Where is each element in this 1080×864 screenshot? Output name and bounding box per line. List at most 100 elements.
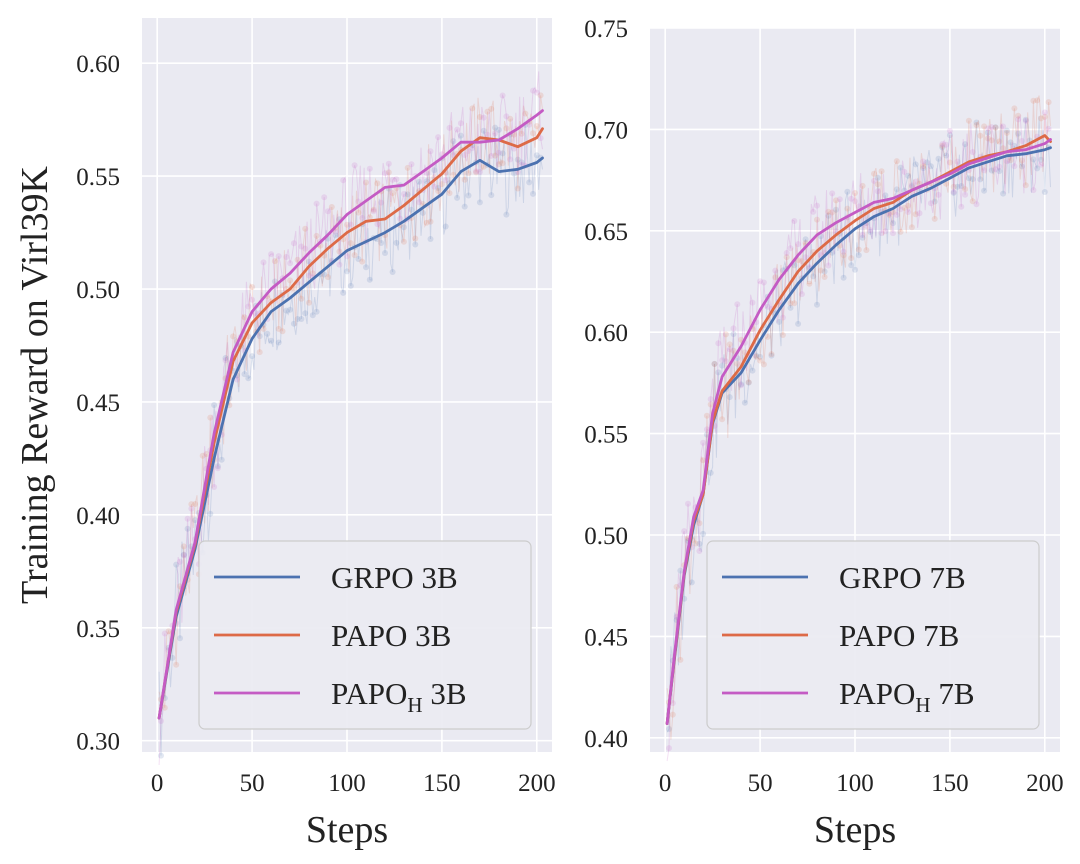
raw-data-point — [855, 252, 862, 259]
raw-data-point — [946, 159, 953, 166]
raw-data-point — [389, 269, 396, 275]
raw-data-point — [177, 558, 183, 565]
raw-data-point — [920, 165, 927, 172]
raw-data-point — [962, 191, 969, 198]
raw-data-point — [412, 241, 419, 248]
raw-data-point — [696, 540, 703, 547]
raw-data-point — [798, 258, 805, 265]
raw-data-point — [408, 206, 415, 213]
raw-data-point — [268, 251, 275, 258]
series-line — [157, 109, 544, 720]
raw-data-point — [996, 138, 1003, 145]
raw-data-point — [355, 256, 362, 262]
raw-data-point — [779, 332, 786, 338]
raw-data-point — [336, 261, 343, 268]
x-tick-label: 100 — [836, 770, 874, 797]
raw-data-point — [173, 561, 180, 568]
raw-data-point — [465, 148, 472, 154]
raw-data-point — [1022, 116, 1029, 123]
raw-data-point — [1041, 109, 1048, 116]
raw-data-point — [473, 169, 480, 176]
raw-data-point — [874, 188, 881, 195]
raw-data-point — [192, 517, 199, 524]
raw-data-point — [760, 279, 767, 286]
raw-data-point — [158, 752, 164, 759]
raw-data-point — [897, 228, 904, 235]
raw-data-point — [863, 222, 870, 229]
raw-data-point — [461, 203, 468, 210]
raw-data-point — [749, 367, 756, 374]
raw-data-point — [435, 185, 442, 191]
raw-data-point — [969, 198, 976, 205]
raw-data-point — [400, 191, 407, 197]
raw-data-point — [703, 412, 710, 419]
y-tick-label: 0.45 — [584, 624, 628, 651]
raw-data-point — [772, 267, 779, 274]
raw-data-point — [893, 158, 900, 165]
raw-data-point — [950, 188, 957, 195]
raw-data-point — [207, 414, 214, 421]
raw-data-point — [810, 273, 817, 280]
raw-data-point — [241, 314, 248, 321]
raw-data-point — [981, 187, 988, 194]
raw-data-point — [1022, 182, 1029, 189]
raw-data-point — [950, 189, 957, 196]
raw-data-point — [673, 583, 680, 590]
raw-data-point — [1034, 97, 1041, 104]
raw-data-point — [165, 628, 172, 635]
raw-data-point — [450, 138, 457, 145]
raw-data-point — [700, 439, 707, 446]
raw-data-point — [351, 252, 358, 259]
raw-data-point — [180, 552, 187, 559]
raw-data-point — [878, 230, 885, 237]
raw-data-point — [218, 456, 225, 463]
raw-data-point — [745, 379, 752, 386]
raw-data-point — [222, 355, 229, 361]
raw-data-point — [730, 325, 737, 332]
raw-data-point — [249, 296, 256, 303]
raw-data-point — [738, 381, 745, 388]
raw-data-point — [211, 402, 218, 408]
raw-data-point — [814, 301, 820, 308]
raw-data-point — [419, 209, 426, 216]
raw-data-point — [488, 152, 495, 159]
raw-data-point — [533, 152, 540, 159]
raw-data-point — [211, 484, 218, 490]
raw-data-point — [427, 148, 434, 155]
raw-data-point — [199, 452, 206, 459]
raw-data-point — [461, 176, 468, 183]
raw-data-point — [977, 132, 984, 139]
raw-data-point — [829, 190, 836, 197]
raw-data-point — [279, 328, 286, 335]
raw-data-point — [954, 158, 961, 165]
raw-data-point — [973, 119, 980, 126]
raw-data-point — [912, 161, 919, 168]
raw-data-point — [677, 567, 684, 574]
raw-data-point — [1000, 190, 1007, 197]
raw-data-point — [382, 250, 388, 256]
raw-data-point — [484, 131, 491, 138]
raw-data-point — [958, 183, 965, 189]
raw-data-point — [734, 360, 741, 367]
raw-data-point — [480, 127, 487, 134]
raw-data-point — [393, 176, 400, 183]
legend-label: PAPOH 3B — [331, 676, 467, 717]
raw-data-point — [416, 178, 423, 185]
raw-data-point — [1041, 113, 1048, 120]
y-tick-label: 0.40 — [76, 503, 120, 530]
raw-data-point — [988, 124, 995, 131]
raw-data-point — [931, 215, 938, 222]
raw-data-point — [446, 190, 453, 197]
raw-data-point — [988, 167, 995, 174]
raw-data-point — [306, 272, 312, 279]
raw-data-point — [1003, 158, 1010, 165]
raw-data-point — [480, 114, 487, 121]
raw-data-point — [757, 278, 764, 285]
raw-data-point — [233, 376, 240, 383]
raw-data-point — [435, 134, 442, 141]
raw-data-point — [802, 236, 809, 243]
raw-data-point — [757, 357, 764, 364]
raw-data-point — [950, 183, 957, 190]
raw-data-point — [476, 169, 483, 175]
raw-data-point — [943, 141, 950, 148]
